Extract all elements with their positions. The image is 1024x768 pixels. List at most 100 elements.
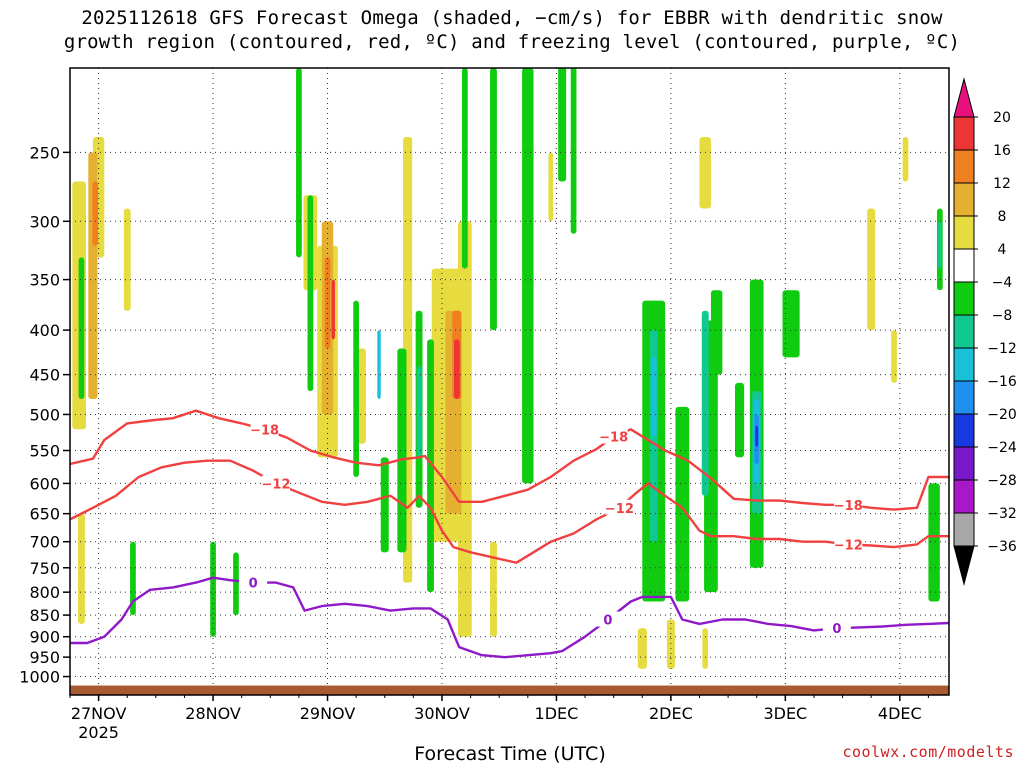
x-tick-label: 28NOV [185, 704, 241, 723]
colorbar-label: −28 [987, 473, 1017, 489]
omega-shading [72, 68, 943, 669]
colorbar-label: −24 [987, 440, 1017, 456]
omega-cell [233, 552, 239, 616]
omega-cell [558, 68, 567, 182]
y-tick-label: 250 [29, 143, 60, 162]
omega-cell [78, 513, 85, 624]
y-tick-label: 600 [29, 474, 60, 493]
contour-label-bg [262, 475, 291, 491]
y-tick-label: 850 [29, 606, 60, 625]
contours: −18 −18 −18 −12 −12 −12 0 0 0 [70, 409, 949, 659]
colorbar-label: −36 [987, 539, 1017, 555]
omega-cell [380, 457, 389, 553]
colorbar-band [953, 215, 975, 250]
ground-rect [70, 685, 949, 695]
colorbar-label: 12 [993, 176, 1011, 192]
y-tick-label: 650 [29, 505, 60, 524]
omega-cell [490, 541, 497, 637]
contour-label: −18 [834, 499, 863, 514]
omega-cell [357, 348, 366, 444]
contour-label-bg [822, 620, 851, 636]
omega-cell [938, 221, 942, 269]
colorbar-band [953, 182, 975, 217]
contour-label-bg [599, 428, 628, 444]
colorbar-label: −16 [987, 374, 1017, 390]
omega-cell [902, 136, 909, 182]
y-tick-label: 450 [29, 366, 60, 385]
chart-title-line-1: 2025112618 GFS Forecast Omega (shaded, −… [81, 7, 943, 29]
y-tick-label: 500 [29, 405, 60, 424]
y-tick-label: 900 [29, 628, 60, 647]
colorbar-label: 8 [998, 209, 1007, 225]
omega-cell [453, 339, 460, 400]
contour-label: 0 [249, 577, 258, 592]
colorbar-band [953, 380, 975, 415]
omega-cell [891, 330, 897, 383]
omega-cell [331, 279, 335, 340]
contour-label-bg [605, 499, 634, 515]
colorbar-band [953, 479, 975, 514]
credit-text: coolwx.com/modelts [842, 743, 1014, 761]
y-axis: 250 300 350 400 450 500 550 600 650 700 750 800 850 9… [19, 143, 70, 687]
omega-cell [702, 628, 709, 669]
omega-cell [637, 628, 647, 669]
omega-cell [701, 310, 709, 496]
colorbar-label: 4 [998, 242, 1007, 258]
omega-cell [416, 366, 422, 458]
colorbar-band [953, 413, 975, 448]
contour-line [70, 576, 949, 659]
omega-cell [928, 483, 940, 602]
contour-label: 0 [603, 614, 612, 629]
colorbar-band [953, 512, 975, 547]
omega-cell [353, 300, 359, 478]
omega-cell [782, 290, 800, 358]
x-tick-label: 29NOV [300, 704, 356, 723]
chart-title-line-2: growth region (contoured, red, ºC) and f… [63, 31, 961, 53]
colorbar-band [953, 116, 975, 151]
omega-cell [427, 339, 434, 593]
x-tick-sublabel: 2025 [78, 723, 119, 742]
omega-cell [462, 68, 468, 269]
x-tick-label: 27NOV [71, 704, 127, 723]
contour-label: −18 [250, 423, 279, 438]
y-tick-label: 300 [29, 212, 60, 231]
contour-label-bg [593, 611, 622, 627]
colorbar-band [953, 281, 975, 316]
y-tick-label: 700 [29, 533, 60, 552]
contour-line [70, 459, 949, 564]
x-axis-title: Forecast Time (UTC) [414, 743, 606, 765]
contour-label: −12 [605, 502, 634, 517]
contour-label-bg [250, 421, 279, 437]
colorbar-label: 16 [993, 143, 1011, 159]
contour-line [70, 409, 949, 511]
omega-cell [377, 330, 381, 400]
colorbar-top-arrow [953, 77, 975, 118]
contour-label-bg [834, 496, 863, 512]
colorbar: 20 16 12 8 4 −4 −8 −12 −16 −20 −24 −28 −32 −36 [953, 77, 1017, 586]
contour-label: −12 [262, 477, 291, 492]
colorbar-label: 20 [993, 110, 1011, 126]
omega-cell [699, 136, 711, 209]
colorbar-band [953, 314, 975, 349]
y-tick-label: 400 [29, 321, 60, 340]
grid [70, 68, 949, 695]
colorbar-label: −12 [987, 341, 1017, 357]
omega-cell [522, 68, 534, 484]
x-tick-label: 1DEC [535, 704, 579, 723]
x-tick-label: 2DEC [649, 704, 693, 723]
colorbar-label: −20 [987, 407, 1017, 423]
omega-cell [490, 68, 497, 331]
colorbar-label: −4 [992, 275, 1013, 291]
omega-cell [123, 208, 131, 311]
colorbar-band [953, 347, 975, 382]
colorbar-band [953, 446, 975, 481]
omega-cell [130, 541, 136, 616]
omega-cell [92, 181, 99, 246]
y-tick-label: 550 [29, 442, 60, 461]
y-tick-label: 800 [29, 583, 60, 602]
omega-cell [867, 208, 876, 331]
omega-cell [666, 619, 675, 669]
colorbar-band [953, 149, 975, 184]
